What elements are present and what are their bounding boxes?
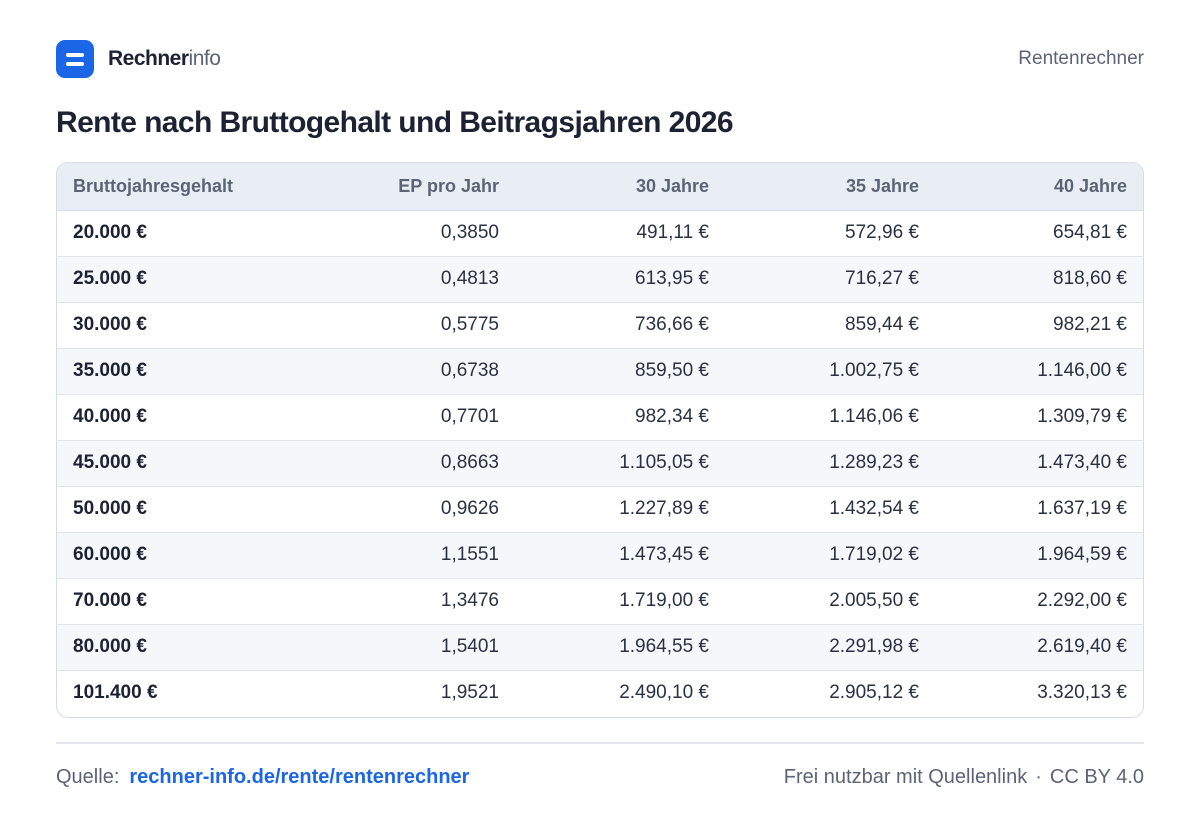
cell-ep: 0,3850 bbox=[440, 222, 499, 243]
cell-ep: 1,9521 bbox=[440, 682, 499, 704]
license-name: CC BY 4.0 bbox=[1049, 766, 1144, 788]
table-row: 80.000 € 1,5401 1.964,55 € 2.291,98 € 2.… bbox=[57, 624, 1143, 670]
logo-icon bbox=[56, 40, 94, 78]
cell-pension-35: 716,27 € bbox=[845, 268, 919, 289]
cell-salary: 40.000 € bbox=[73, 406, 147, 427]
cell-pension-40: 1.637,19 € bbox=[1037, 498, 1127, 519]
cell-pension-30: 1.227,89 € bbox=[619, 498, 709, 519]
cell-pension-35: 1.432,54 € bbox=[829, 498, 919, 519]
header-section-label: Rentenrechner bbox=[1018, 48, 1144, 69]
license-separator: · bbox=[1035, 766, 1042, 788]
footer-divider bbox=[56, 742, 1144, 744]
source-link[interactable]: rechner-info.de/rente/rentenrechner bbox=[129, 766, 470, 788]
cell-ep: 0,7701 bbox=[440, 406, 499, 427]
cell-salary: 20.000 € bbox=[73, 222, 147, 243]
cell-salary: 50.000 € bbox=[73, 498, 147, 519]
brand-name-light: info bbox=[188, 47, 221, 70]
table-row: 60.000 € 1,1551 1.473,45 € 1.719,02 € 1.… bbox=[57, 532, 1143, 578]
cell-pension-40: 654,81 € bbox=[1053, 222, 1127, 243]
cell-pension-40: 982,21 € bbox=[1053, 314, 1127, 335]
cell-pension-30: 859,50 € bbox=[635, 360, 709, 381]
table-row: 30.000 € 0,5775 736,66 € 859,44 € 982,21… bbox=[57, 302, 1143, 348]
cell-pension-40: 818,60 € bbox=[1053, 268, 1127, 289]
brand-logo[interactable]: Rechnerinfo bbox=[56, 40, 221, 78]
cell-pension-30: 1.473,45 € bbox=[619, 544, 709, 565]
cell-pension-35: 1.146,06 € bbox=[829, 406, 919, 427]
column-header-salary: Bruttojahresgehalt bbox=[57, 163, 305, 211]
cell-salary: 30.000 € bbox=[73, 314, 147, 335]
cell-salary: 45.000 € bbox=[73, 452, 147, 473]
page-footer: Quelle: rechner-info.de/rente/rentenrechn… bbox=[56, 766, 1144, 789]
cell-pension-35: 1.002,75 € bbox=[829, 360, 919, 381]
cell-ep: 1,1551 bbox=[440, 544, 499, 565]
source-attribution: Quelle: rechner-info.de/rente/rentenrechn… bbox=[56, 766, 469, 789]
cell-pension-40: 2.619,40 € bbox=[1037, 636, 1127, 657]
cell-pension-35: 859,44 € bbox=[845, 314, 919, 335]
column-header-40-years: 40 Jahre bbox=[935, 163, 1143, 211]
pension-table: Bruttojahresgehalt EP pro Jahr 30 Jahre … bbox=[56, 162, 1144, 718]
cell-salary: 70.000 € bbox=[73, 590, 147, 611]
cell-pension-35: 1.719,02 € bbox=[829, 544, 919, 565]
cell-pension-40: 1.964,59 € bbox=[1037, 544, 1127, 565]
cell-ep: 0,5775 bbox=[440, 314, 499, 335]
cell-ep: 0,9626 bbox=[440, 498, 499, 519]
cell-pension-30: 1.964,55 € bbox=[619, 636, 709, 657]
cell-ep: 1,3476 bbox=[440, 590, 499, 611]
table-row: 35.000 € 0,6738 859,50 € 1.002,75 € 1.14… bbox=[57, 348, 1143, 394]
cell-pension-40: 1.309,79 € bbox=[1037, 406, 1127, 427]
cell-salary: 60.000 € bbox=[73, 544, 147, 565]
cell-ep: 0,6738 bbox=[440, 360, 499, 381]
page-title: Rente nach Bruttogehalt und Beitragsjahr… bbox=[56, 106, 734, 139]
page-header: Rechnerinfo Rentenrechner bbox=[56, 40, 1144, 78]
column-header-30-years: 30 Jahre bbox=[515, 163, 725, 211]
column-header-35-years: 35 Jahre bbox=[725, 163, 935, 211]
cell-salary: 25.000 € bbox=[73, 268, 147, 289]
cell-pension-35: 2.291,98 € bbox=[829, 636, 919, 657]
cell-pension-40: 1.473,40 € bbox=[1037, 452, 1127, 473]
brand-name-strong: Rechner bbox=[108, 47, 189, 70]
table-row: 25.000 € 0,4813 613,95 € 716,27 € 818,60… bbox=[57, 256, 1143, 302]
cell-pension-40: 2.292,00 € bbox=[1037, 590, 1127, 611]
cell-pension-30: 491,11 € bbox=[636, 222, 709, 243]
table-row: 20.000 € 0,3850 491,11 € 572,96 € 654,81… bbox=[57, 210, 1143, 256]
brand-name: Rechnerinfo bbox=[108, 47, 221, 71]
cell-pension-40: 1.146,00 € bbox=[1037, 360, 1127, 381]
table-row: 70.000 € 1,3476 1.719,00 € 2.005,50 € 2.… bbox=[57, 578, 1143, 624]
cell-ep: 0,8663 bbox=[440, 452, 499, 473]
cell-pension-40: 3.320,13 € bbox=[1037, 682, 1127, 704]
cell-pension-30: 2.490,10 € bbox=[619, 682, 709, 704]
cell-pension-30: 1.719,00 € bbox=[619, 590, 709, 611]
cell-ep: 0,4813 bbox=[440, 268, 499, 289]
table-body: 20.000 € 0,3850 491,11 € 572,96 € 654,81… bbox=[57, 210, 1143, 716]
cell-pension-30: 982,34 € bbox=[635, 406, 709, 427]
table-row: 45.000 € 0,8663 1.105,05 € 1.289,23 € 1.… bbox=[57, 440, 1143, 486]
source-label: Quelle: bbox=[56, 766, 120, 788]
license-text: Frei nutzbar mit Quellenlink bbox=[783, 766, 1028, 788]
cell-salary: 80.000 € bbox=[73, 636, 147, 657]
license-info: Frei nutzbar mit Quellenlink · CC BY 4.0 bbox=[784, 766, 1144, 789]
table-header-row: Bruttojahresgehalt EP pro Jahr 30 Jahre … bbox=[57, 163, 1143, 211]
cell-pension-30: 1.105,05 € bbox=[619, 452, 709, 473]
cell-pension-30: 613,95 € bbox=[635, 268, 709, 289]
cell-pension-30: 736,66 € bbox=[635, 314, 709, 335]
pension-table-grid: Bruttojahresgehalt EP pro Jahr 30 Jahre … bbox=[57, 163, 1143, 716]
table-row: 40.000 € 0,7701 982,34 € 1.146,06 € 1.30… bbox=[57, 394, 1143, 440]
table-row: 101.400 € 1,9521 2.490,10 € 2.905,12 € 3… bbox=[57, 670, 1143, 716]
cell-pension-35: 2.905,12 € bbox=[829, 682, 919, 704]
column-header-ep: EP pro Jahr bbox=[305, 163, 515, 211]
cell-pension-35: 2.005,50 € bbox=[829, 590, 919, 611]
cell-ep: 1,5401 bbox=[440, 636, 499, 657]
cell-salary: 101.400 € bbox=[73, 682, 158, 704]
cell-pension-35: 572,96 € bbox=[845, 222, 919, 243]
cell-salary: 35.000 € bbox=[73, 360, 147, 381]
cell-pension-35: 1.289,23 € bbox=[829, 452, 919, 473]
table-row: 50.000 € 0,9626 1.227,89 € 1.432,54 € 1.… bbox=[57, 486, 1143, 532]
